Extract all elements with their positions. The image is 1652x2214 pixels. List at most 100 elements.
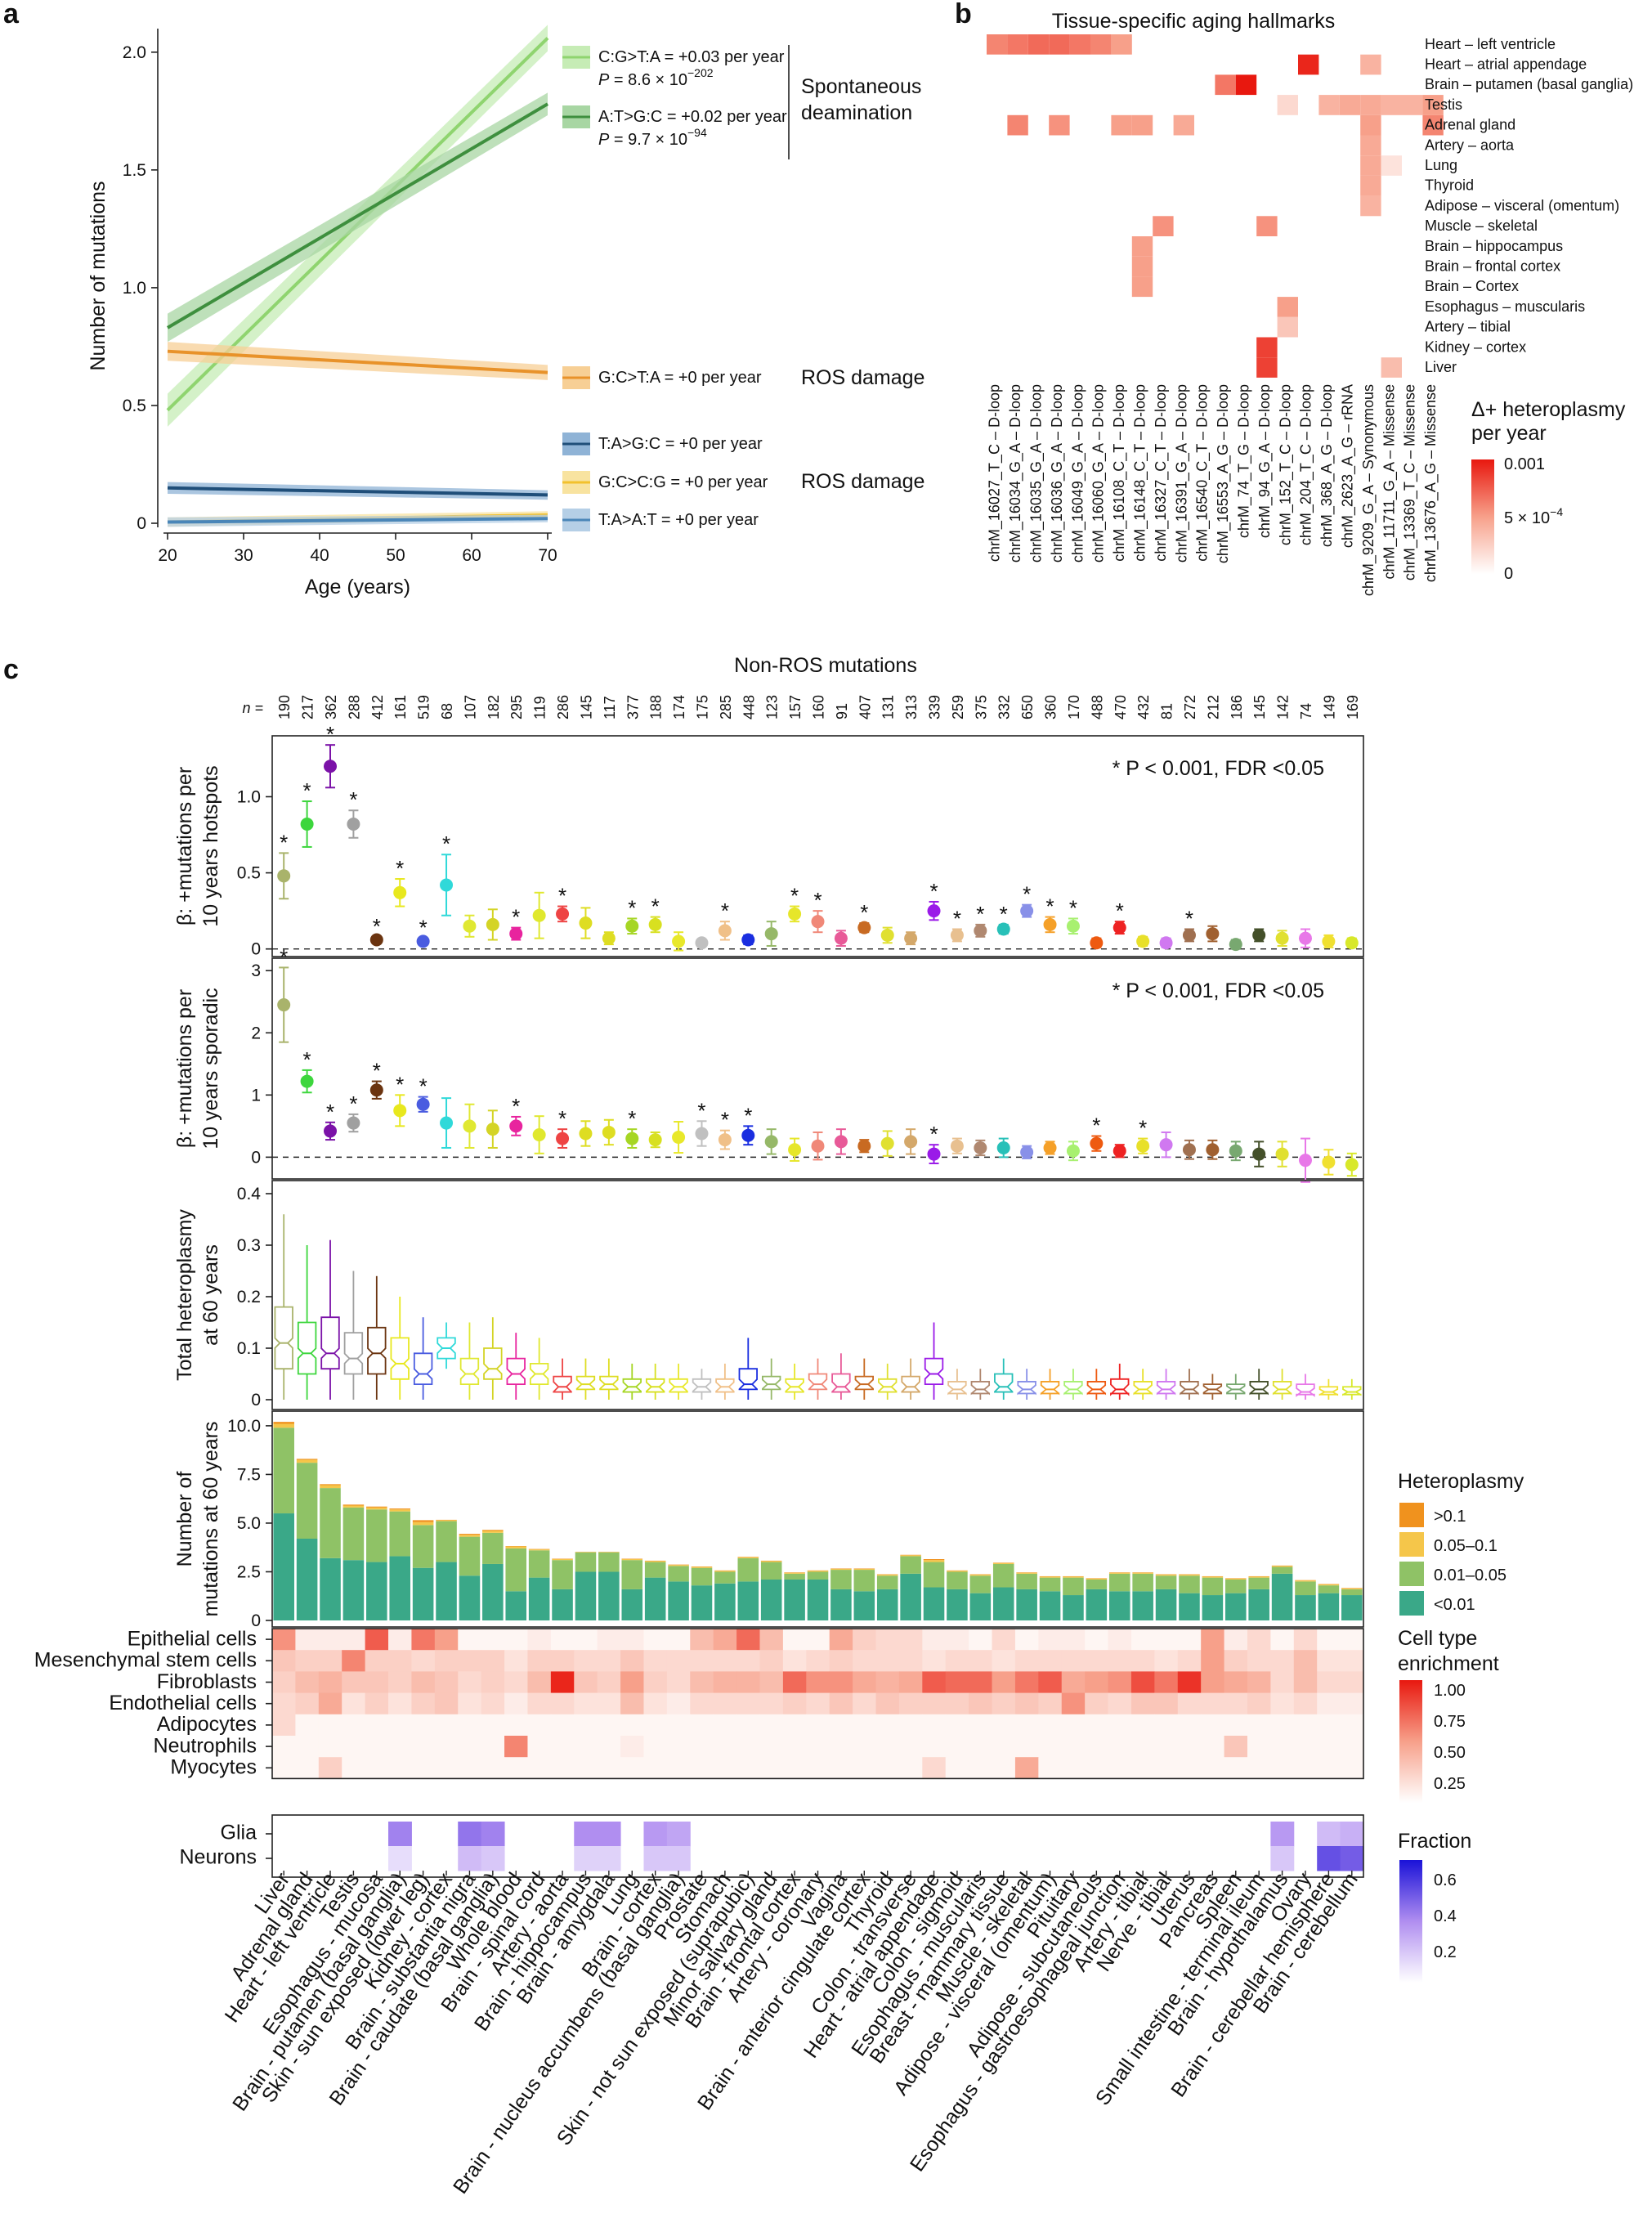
stacked-bar-segment [1295,1581,1316,1596]
beta-point [950,1139,964,1153]
significance-star: * [628,1106,636,1131]
enrichment-cell [1177,1671,1202,1694]
enrichment-row-label: Fibroblasts [157,1670,257,1693]
heatmap-column-label: chrM_16036_G_A – D-loop [1049,384,1066,562]
heatmap-cell [1256,337,1278,358]
stacked-bar-segment [296,1539,318,1620]
enrichment-cell [643,1714,668,1737]
fraction-legend-tick: 0.6 [1434,1871,1457,1889]
enrichment-cell [1340,1650,1364,1672]
significance-star: * [721,899,729,923]
stacked-bar-segment [505,1591,527,1620]
enrichment-cell [1154,1629,1179,1651]
sample-size-label: 174 [671,695,687,719]
stacked-bar-segment [273,1427,294,1514]
stacked-bar-segment [668,1565,689,1566]
enrichment-cell [992,1629,1016,1651]
fraction-cell [1270,1846,1295,1871]
enrichment-cell [853,1692,877,1715]
stacked-bar-segment [1318,1585,1340,1593]
notched-box [1180,1381,1199,1396]
enrichment-cell [1247,1757,1271,1779]
beta-point [416,934,430,948]
enrichment-cell [875,1650,900,1672]
stacked-bar-segment [900,1556,921,1574]
stacked-bar-segment [1132,1572,1153,1574]
stacked-bar-segment [459,1575,481,1620]
beta-point [996,922,1010,936]
heatmap-row-label: Muscle – skeletal [1425,217,1538,234]
beta-point [1020,904,1034,918]
stacked-bar-segment [969,1575,992,1593]
beta-point [1229,938,1242,952]
enrichment-cell [1293,1671,1318,1694]
regression-line [167,486,548,497]
enrichment-cell [1177,1736,1202,1758]
stacked-bar-segment [412,1520,434,1522]
enrichment-cell [342,1629,366,1651]
enrichment-cell [945,1757,969,1779]
stacked-bar-segment [482,1530,504,1531]
enrichment-cell [1247,1650,1271,1672]
stacked-bar-segment [923,1560,945,1562]
stacked-bar-segment [552,1559,573,1561]
beta-point [1066,1144,1080,1158]
stacked-bar-segment [1341,1589,1363,1596]
beta-point [324,760,338,773]
beta-point [695,936,709,950]
enrichment-cell [295,1736,320,1758]
heatmap-cell [1090,34,1112,55]
boxplot-y-title: Total heteroplasmy [173,1209,196,1381]
stacked-bar-segment [459,1535,481,1537]
beta-point [1206,1143,1220,1157]
enrichment-cell [597,1736,621,1758]
beta-point [602,1125,616,1139]
enrichment-cell [643,1629,668,1651]
sample-size-label: 332 [996,695,1013,719]
significance-star: * [1000,902,1008,926]
regression-line [167,349,548,374]
enrichment-cell [504,1650,528,1672]
stacked-bar-segment [923,1559,945,1561]
enrichment-cell [853,1650,877,1672]
enrichment-cell [1317,1757,1341,1779]
enrichment-cell [272,1671,296,1694]
enrichment-cell [806,1692,830,1715]
x-tick-label: 30 [234,546,253,565]
beta-point [1322,1155,1336,1169]
stacked-bar-segment [876,1575,898,1589]
beta-point [1252,1147,1266,1161]
enrichment-cell [365,1650,389,1672]
stacked-bar-segment [528,1550,550,1578]
stacked-bar-segment [992,1587,1014,1620]
enrichment-cell [1201,1692,1225,1715]
fraction-cell [666,1846,691,1871]
enrichment-cell [481,1736,505,1758]
enrichment-cell [550,1692,575,1715]
enrichment-cell [853,1714,877,1737]
sample-size-label: 360 [1043,695,1059,719]
enrichment-cell [481,1650,505,1672]
stacked-bar-segment [273,1422,294,1424]
fraction-cell [1340,1822,1364,1847]
sporadic-y-title: 10 years sporadic [199,988,222,1149]
beta-point [927,904,941,918]
heatmap-column-label: chrM_16027_T_C – D-loop [987,384,1004,562]
heatmap-column-label: chrM_368_A_G – D-loop [1318,384,1336,547]
enrichment-cell [1317,1629,1341,1651]
heatmap-row-label: Brain – putamen (basal ganglia) [1425,76,1633,92]
enrichment-cell [736,1671,760,1694]
enrichment-cell [1317,1650,1341,1672]
enrichment-cell [458,1736,482,1758]
significance-star: * [1092,1114,1100,1138]
enrichment-cell [620,1757,644,1779]
enrichment-row-label: Neutrophils [154,1734,257,1757]
sporadic-y-tick-label: 3 [251,961,261,980]
significance-star: * [326,1100,334,1124]
sample-size-label: 339 [927,695,943,719]
sample-size-label: 91 [834,703,850,719]
heatmap-row-label: Testis [1425,96,1462,113]
beta-point [509,1119,523,1133]
enrichment-cell [620,1629,644,1651]
sample-size-label: 182 [486,695,502,719]
